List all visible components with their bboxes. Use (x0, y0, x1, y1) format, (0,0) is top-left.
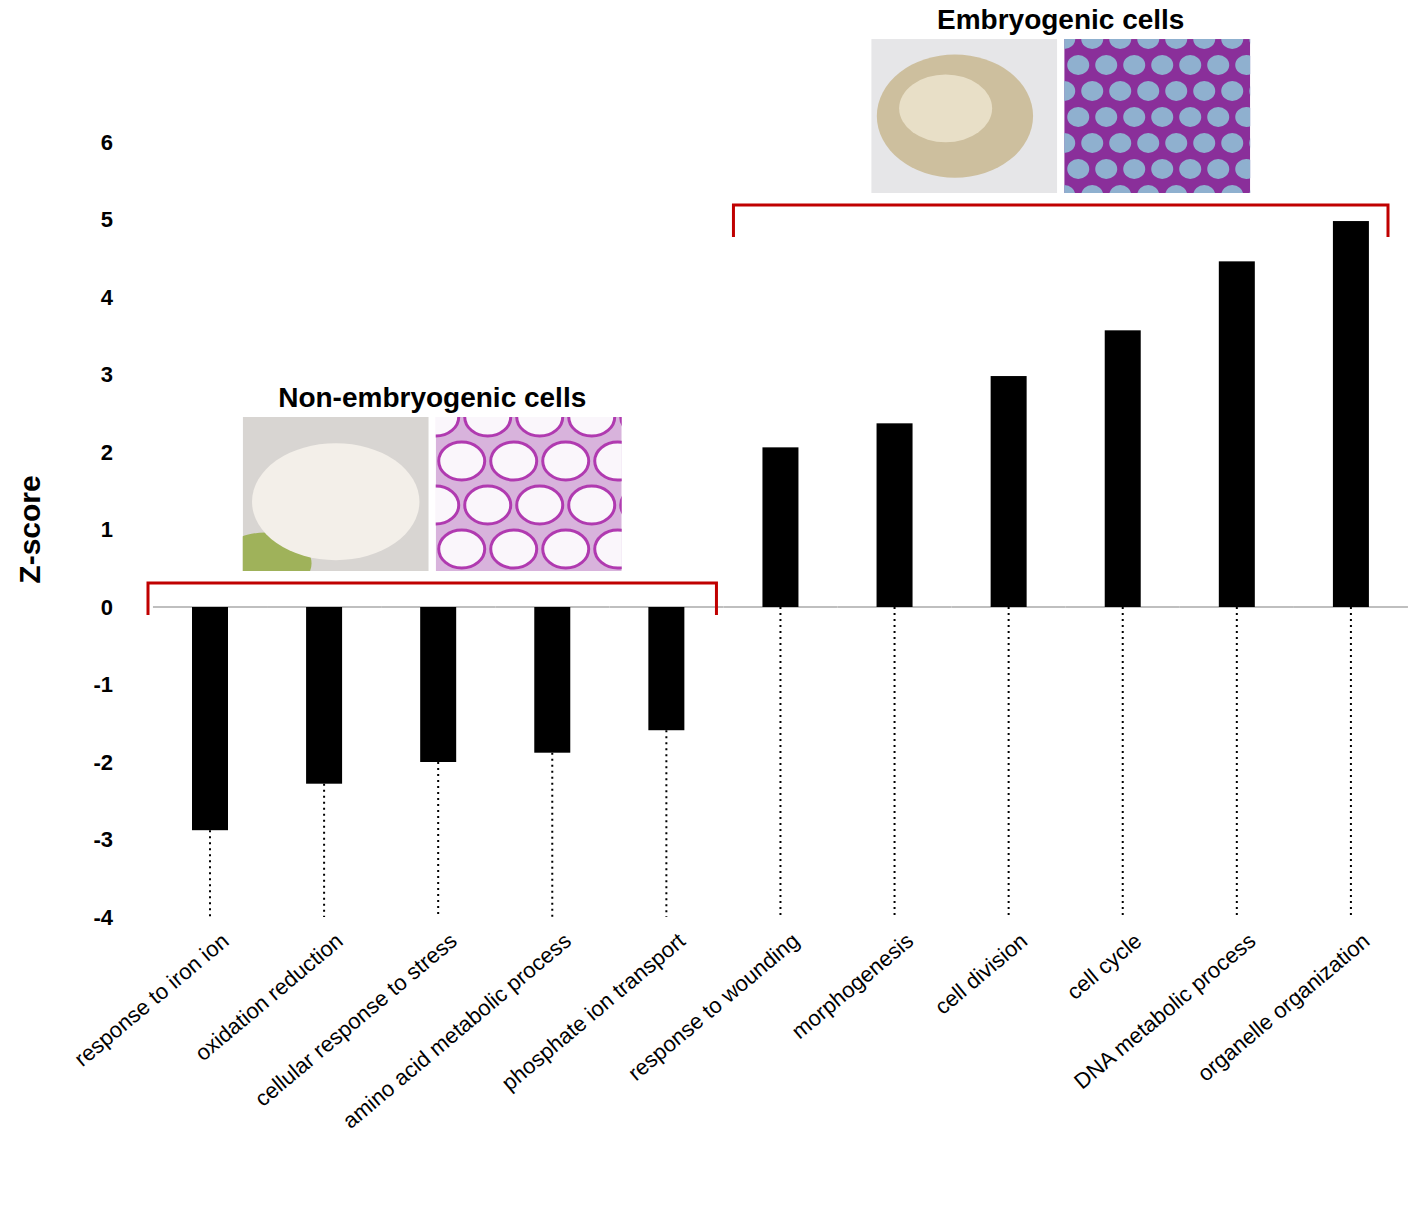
svg-text:4: 4 (101, 285, 114, 310)
svg-text:morphogenesis: morphogenesis (787, 928, 918, 1044)
svg-text:5: 5 (101, 207, 113, 232)
svg-text:3: 3 (101, 362, 113, 387)
svg-text:response to iron ion: response to iron ion (69, 927, 234, 1072)
svg-text:6: 6 (101, 130, 113, 155)
svg-text:Z-score: Z-score (13, 475, 46, 583)
svg-text:Non-embryogenic cells: Non-embryogenic cells (278, 382, 586, 413)
svg-text:organelle organization: organelle organization (1193, 928, 1375, 1086)
svg-text:1: 1 (101, 517, 113, 542)
svg-text:2: 2 (101, 440, 113, 465)
svg-text:-3: -3 (93, 827, 113, 852)
svg-text:amino acid metabolic process: amino acid metabolic process (338, 928, 576, 1133)
svg-text:cell division: cell division (930, 928, 1032, 1019)
svg-text:cell cycle: cell cycle (1062, 928, 1146, 1005)
svg-text:0: 0 (101, 595, 113, 620)
svg-text:phosphate ion transport: phosphate ion transport (497, 928, 690, 1096)
svg-text:-2: -2 (93, 750, 113, 775)
svg-text:-4: -4 (93, 905, 113, 930)
svg-text:cellular response to stress: cellular response to stress (250, 928, 462, 1111)
svg-text:Embryogenic cells: Embryogenic cells (937, 4, 1184, 35)
svg-text:response to wounding: response to wounding (623, 928, 804, 1086)
svg-text:DNA metabolic process: DNA metabolic process (1069, 928, 1260, 1094)
svg-text:-1: -1 (93, 672, 113, 697)
svg-text:oxidation reduction: oxidation reduction (190, 927, 348, 1066)
